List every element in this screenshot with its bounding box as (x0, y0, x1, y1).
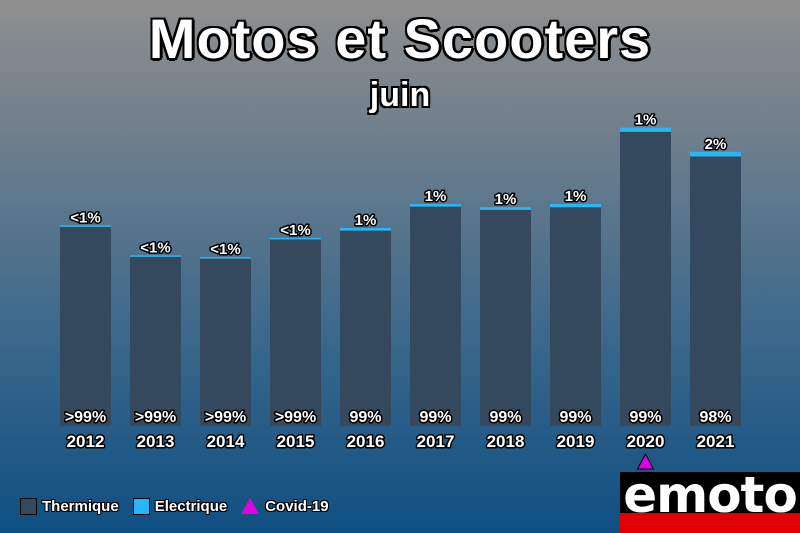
x-tick-label-2018: 2018 (487, 432, 525, 451)
bar-electrique-2018 (480, 207, 531, 210)
bar-electrique-2016 (340, 228, 391, 231)
legend-swatch-electrique (132, 497, 150, 515)
legend-label-electrique: Electrique (154, 497, 228, 515)
bar-electrique-2020 (620, 127, 671, 132)
data-label-electrique-2018: 1% (495, 191, 517, 208)
bar-thermique-2015 (270, 239, 321, 426)
data-label-electrique-2015: <1% (280, 222, 310, 239)
bar-thermique-2018 (480, 209, 531, 426)
data-label-electrique-2013: <1% (140, 239, 170, 256)
bar-electrique-2017 (410, 204, 461, 207)
x-tick-label-2019: 2019 (557, 432, 595, 451)
emoto-logo: emoto (620, 472, 800, 533)
data-label-thermique-2019: 99% (559, 409, 591, 426)
bar-thermique-2013 (130, 256, 181, 426)
bar-thermique-2019 (550, 207, 601, 426)
legend-item-thermique: Thermique (20, 497, 119, 515)
covid-marker-2020 (636, 452, 655, 470)
x-tick-label-2017: 2017 (417, 432, 455, 451)
data-label-electrique-2020: 1% (635, 112, 657, 129)
data-label-thermique-2013: >99% (135, 409, 176, 426)
data-label-thermique-2018: 99% (489, 409, 521, 426)
x-tick-label-2015: 2015 (277, 432, 315, 451)
bar-electrique-2014 (200, 257, 251, 259)
data-label-thermique-2021: 98% (699, 409, 731, 426)
x-tick-label-2012: 2012 (67, 432, 105, 451)
legend-label-covid: Covid-19 (265, 497, 329, 515)
data-label-electrique-2017: 1% (425, 188, 447, 205)
logo-stripe (620, 513, 800, 533)
chart-subtitle: juin (369, 76, 431, 114)
legend-label-thermique: Thermique (42, 497, 119, 515)
data-label-thermique-2014: >99% (205, 409, 246, 426)
bar-thermique-2016 (340, 230, 391, 426)
data-label-thermique-2020: 99% (629, 409, 661, 426)
x-tick-label-2021: 2021 (697, 432, 735, 451)
bar-electrique-2015 (270, 237, 321, 240)
x-tick-label-2013: 2013 (137, 432, 175, 451)
legend-swatch-thermique (20, 497, 37, 515)
data-label-thermique-2012: >99% (65, 409, 106, 426)
bar-thermique-2017 (410, 206, 461, 426)
bar-electrique-2019 (550, 204, 601, 208)
logo-text: emoto (623, 472, 798, 524)
data-label-thermique-2017: 99% (419, 409, 451, 426)
legend-item-covid: Covid-19 (241, 497, 329, 515)
bar-electrique-2012 (60, 225, 111, 227)
bar-thermique-2014 (200, 258, 251, 426)
bar-electrique-2021 (690, 151, 741, 157)
chart-title: Motos et Scooters (148, 7, 652, 70)
legend: Thermique Electrique Covid-19 (20, 495, 343, 517)
data-label-electrique-2016: 1% (355, 212, 377, 229)
x-tick-label-2020: 2020 (627, 432, 665, 451)
x-tick-label-2016: 2016 (347, 432, 385, 451)
legend-item-electrique: Electrique (132, 497, 228, 515)
bar-electrique-2013 (130, 255, 181, 257)
data-label-electrique-2021: 2% (705, 136, 727, 153)
data-label-thermique-2016: 99% (349, 409, 381, 426)
bar-thermique-2021 (690, 156, 741, 426)
data-label-electrique-2012: <1% (70, 209, 100, 226)
bar-thermique-2012 (60, 226, 111, 426)
bar-thermique-2020 (620, 131, 671, 427)
data-label-electrique-2014: <1% (210, 241, 240, 258)
triangle-icon (241, 498, 260, 514)
data-label-thermique-2015: >99% (275, 409, 316, 426)
x-tick-label-2014: 2014 (207, 432, 245, 451)
data-label-electrique-2019: 1% (565, 188, 587, 205)
